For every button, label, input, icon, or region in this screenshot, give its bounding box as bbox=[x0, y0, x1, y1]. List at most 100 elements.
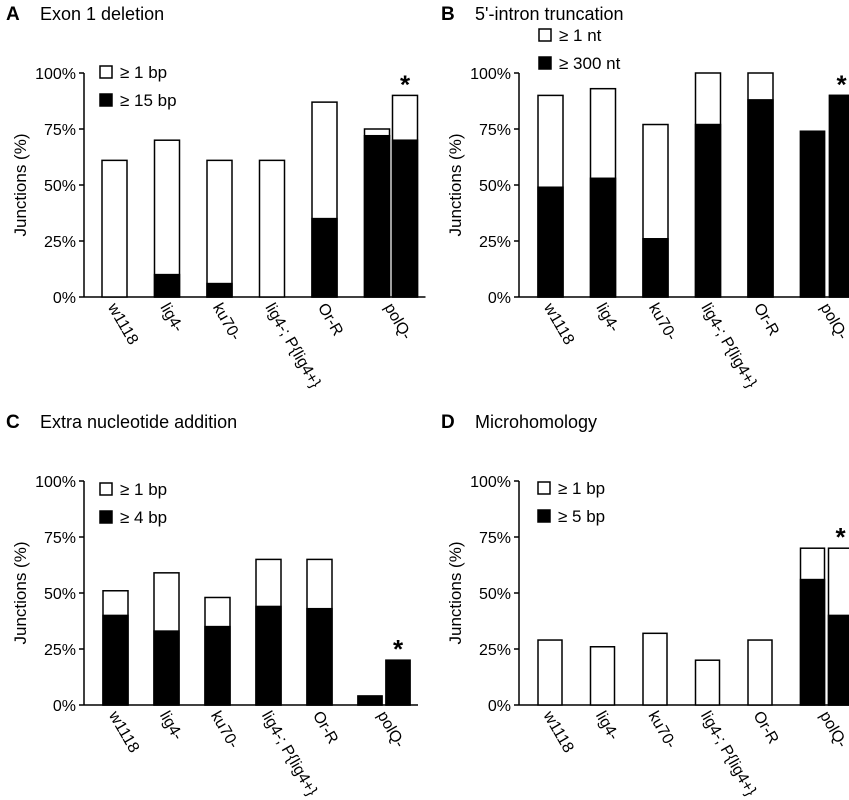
x-category-label: Or-R bbox=[750, 709, 782, 748]
y-tick-label: 50% bbox=[44, 586, 76, 603]
legend-label: ≥ 1 bp bbox=[120, 63, 167, 82]
panel-label: A bbox=[6, 4, 20, 25]
legend-swatch bbox=[537, 509, 551, 523]
chart-panel-d: D Microhomology Junctions (%) 0% 25% 50% 75% 10… bbox=[441, 412, 849, 800]
bar-subset bbox=[747, 99, 774, 298]
panel-label: B bbox=[441, 4, 455, 25]
x-category-label: lig4-; P{lig4+} bbox=[262, 301, 324, 392]
bar-total bbox=[101, 159, 128, 298]
panel-label: C bbox=[6, 412, 20, 433]
legend-label: ≥ 1 bp bbox=[120, 480, 167, 499]
y-tick-label: 75% bbox=[44, 122, 76, 139]
y-tick-label: 0% bbox=[488, 698, 511, 715]
x-category-label: w1118 bbox=[540, 300, 578, 348]
y-tick-label: 75% bbox=[44, 530, 76, 547]
legend-label: ≥ 1 nt bbox=[559, 26, 602, 45]
x-category-label: polQ- bbox=[816, 709, 849, 751]
x-category-label: lig4-; P{lig4+} bbox=[698, 301, 760, 392]
chart-title: Extra nucleotide addition bbox=[40, 412, 237, 432]
legend-swatch bbox=[99, 482, 113, 496]
bar-subset bbox=[537, 186, 564, 298]
bar-subset bbox=[589, 177, 617, 298]
legend-label: ≥ 5 bp bbox=[558, 507, 605, 526]
panel-label: D bbox=[441, 412, 455, 433]
bar-subset bbox=[311, 217, 338, 298]
bar-total bbox=[747, 639, 773, 706]
chart-title: Exon 1 deletion bbox=[40, 4, 164, 24]
bar-subset bbox=[827, 614, 849, 706]
y-tick-label: 25% bbox=[44, 234, 76, 251]
chart-title: 5'-intron truncation bbox=[475, 4, 624, 24]
x-category-label: ku70- bbox=[645, 709, 680, 752]
x-category-label: lig4-; P{lig4+} bbox=[258, 709, 320, 800]
y-tick-label: 25% bbox=[44, 642, 76, 659]
bar-subset bbox=[363, 134, 391, 298]
bar-subset bbox=[642, 238, 669, 298]
bar-total bbox=[537, 639, 563, 706]
x-category-label: polQ- bbox=[381, 301, 415, 343]
y-tick-label: 25% bbox=[479, 642, 511, 659]
chart-panel-a: A Exon 1 deletion Junctions (%) 0% 25% 50% 75%… bbox=[6, 4, 426, 392]
bar-subset bbox=[153, 273, 181, 298]
x-category-label: lig4- bbox=[593, 301, 623, 336]
bar-total bbox=[642, 632, 668, 706]
legend-swatch bbox=[537, 481, 551, 495]
legend-label: ≥ 4 bp bbox=[120, 508, 167, 527]
chart-panel-c: C Extra nucleotide addition Junctions (%) 0… bbox=[6, 412, 418, 800]
x-category-label: w1118 bbox=[539, 708, 577, 756]
bar-subset bbox=[206, 282, 233, 298]
bar-subset bbox=[306, 607, 333, 706]
chart-panel-b: B 5'-intron truncation Junctions (%) 0% 25% 5… bbox=[441, 4, 849, 392]
y-tick-label: 0% bbox=[53, 290, 76, 307]
legend-swatch bbox=[99, 93, 113, 107]
bar-subset bbox=[391, 139, 419, 298]
y-tick-label: 50% bbox=[479, 178, 511, 195]
significance-star: * bbox=[836, 69, 847, 99]
y-tick-label: 100% bbox=[35, 474, 76, 491]
y-axis-label: Junctions (%) bbox=[11, 134, 30, 237]
legend-swatch bbox=[99, 510, 113, 524]
x-category-label: polQ- bbox=[374, 709, 408, 751]
x-category-label: w1118 bbox=[104, 300, 142, 348]
y-tick-label: 100% bbox=[470, 66, 511, 83]
x-category-label: lig4- bbox=[157, 301, 187, 336]
y-tick-label: 100% bbox=[470, 474, 511, 491]
x-category-label: ku70- bbox=[645, 301, 680, 344]
bar-total bbox=[153, 139, 181, 298]
bar-subset bbox=[799, 130, 826, 298]
x-category-label: w1118 bbox=[105, 708, 143, 756]
x-category-label: lig4- bbox=[156, 709, 186, 744]
legend-label: ≥ 300 nt bbox=[559, 54, 621, 73]
bar-subset bbox=[255, 605, 282, 706]
x-category-label: ku70- bbox=[207, 709, 242, 752]
legend-swatch bbox=[99, 65, 113, 79]
y-axis-label: Junctions (%) bbox=[11, 542, 30, 645]
bar-total bbox=[589, 646, 616, 706]
legend-swatch bbox=[538, 28, 552, 42]
y-tick-label: 50% bbox=[479, 586, 511, 603]
bar-total bbox=[206, 159, 233, 298]
legend-label: ≥ 15 bp bbox=[120, 91, 177, 110]
bar-subset bbox=[828, 94, 849, 298]
significance-star: * bbox=[835, 522, 846, 552]
x-category-label: lig4- bbox=[592, 709, 622, 744]
bar-subset bbox=[102, 614, 129, 706]
legend-label: ≥ 1 bp bbox=[558, 479, 605, 498]
bar-total bbox=[694, 659, 721, 706]
bar-subset bbox=[694, 123, 722, 298]
y-tick-label: 0% bbox=[488, 290, 511, 307]
y-tick-label: 75% bbox=[479, 530, 511, 547]
bar-subset bbox=[385, 659, 411, 706]
x-category-label: lig4-; P{lig4+} bbox=[697, 709, 759, 800]
x-category-label: ku70- bbox=[209, 301, 244, 344]
y-axis-label: Junctions (%) bbox=[446, 134, 465, 237]
bar-subset bbox=[799, 578, 826, 706]
bar-subset bbox=[153, 630, 180, 706]
x-category-label: Or-R bbox=[750, 301, 782, 340]
x-category-label: Or-R bbox=[309, 709, 341, 748]
x-category-label: polQ- bbox=[817, 301, 849, 343]
y-tick-label: 50% bbox=[44, 178, 76, 195]
x-category-label: Or-R bbox=[314, 301, 346, 340]
bar-total bbox=[258, 159, 286, 298]
